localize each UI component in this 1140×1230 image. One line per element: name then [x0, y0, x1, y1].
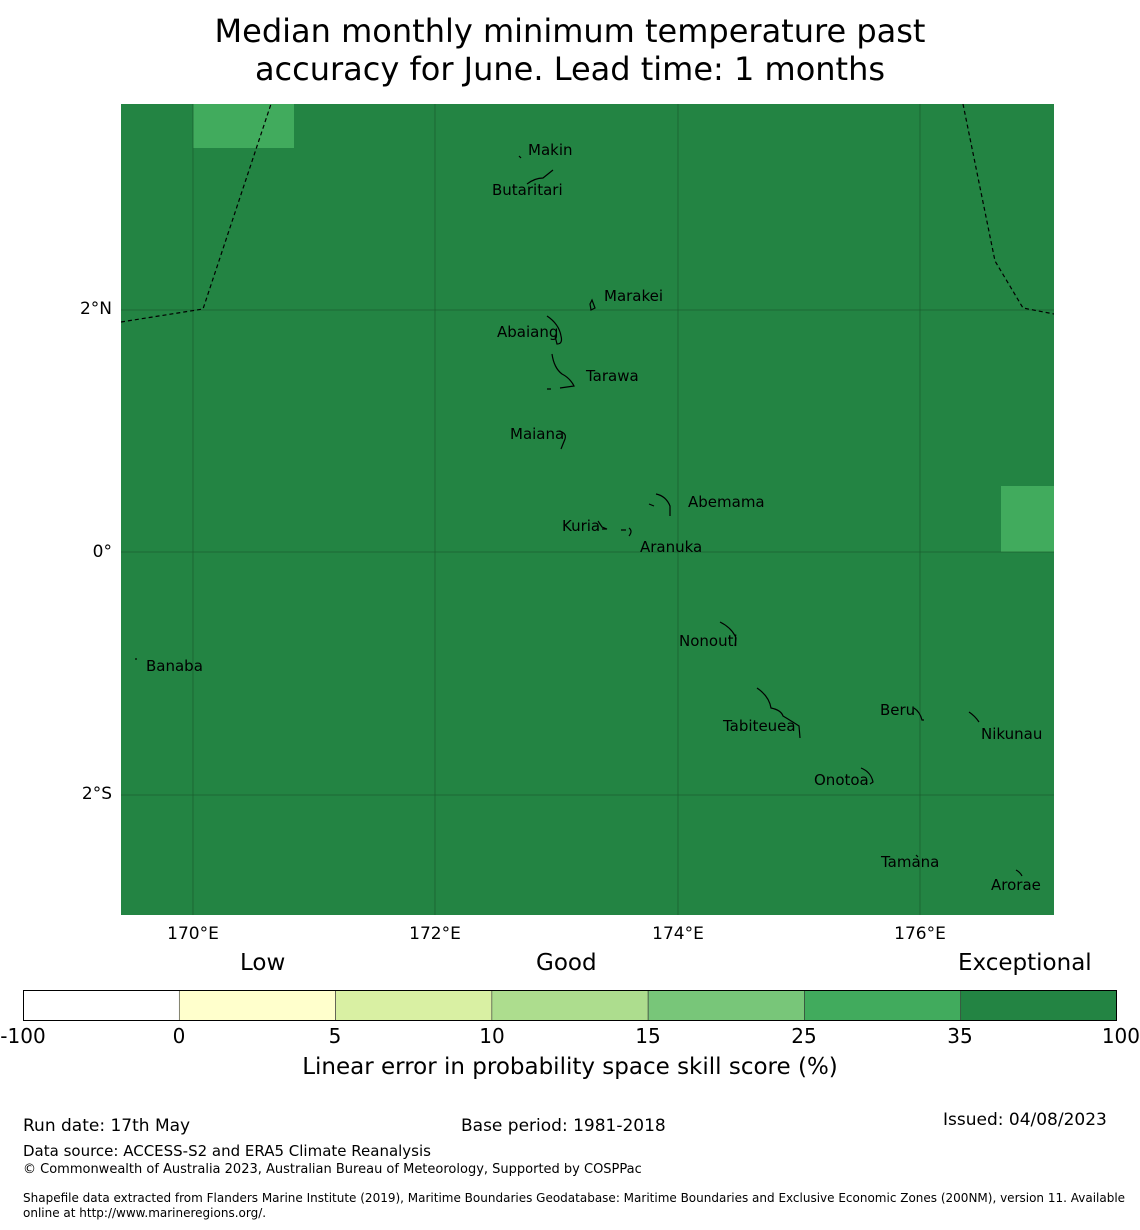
- lat-label-2n: 2°N: [79, 299, 112, 319]
- island-shape-marakei: [589, 298, 596, 311]
- shapefile-credit-line-1: Shapefile data extracted from Flanders M…: [23, 1191, 1126, 1205]
- island-shape-arorae: [1015, 869, 1023, 877]
- lon-label-174e: 174°E: [652, 924, 704, 944]
- lat-label-2s: 2°S: [81, 784, 112, 804]
- eez-boundary-east: [962, 104, 1054, 315]
- eez-boundary-west: [121, 104, 272, 323]
- colorbar-swatch-2: [335, 990, 493, 1021]
- island-label-maiana: Maiana: [510, 425, 564, 443]
- island-shape-nikunau: [968, 711, 980, 723]
- island-shape-tarawa: [547, 353, 575, 390]
- colorbar-tick-25: 25: [791, 1024, 817, 1048]
- colorbar-category-exceptional: Exceptional: [958, 950, 1092, 976]
- chart-title: Median monthly minimum temperature past …: [0, 12, 1140, 88]
- island-shape-makin: [518, 155, 522, 159]
- colorbar-tick-35: 35: [947, 1024, 973, 1048]
- island-shape-butaritari: [526, 169, 554, 185]
- island-label-abaiang: Abaiang: [497, 323, 558, 341]
- island-label-onotoa: Onotoa: [814, 771, 869, 789]
- island-label-abemama: Abemama: [688, 493, 765, 511]
- colorbar-category-good: Good: [536, 950, 597, 976]
- map-background: [121, 104, 1054, 915]
- island-label-nikunau: Nikunau: [981, 725, 1042, 743]
- copyright-notice: © Commonwealth of Australia 2023, Austra…: [23, 1162, 642, 1177]
- eez-boundaries: [121, 104, 1054, 323]
- island-label-arorae: Arorae: [991, 876, 1041, 894]
- colorbar-swatch-6: [960, 990, 1117, 1021]
- lon-label-176e: 176°E: [894, 924, 946, 944]
- skill-map: Makin Butaritari Marakei Abaiang Tarawa …: [121, 104, 1054, 915]
- island-label-butaritari: Butaritari: [492, 181, 563, 199]
- lat-label-0: 0°: [92, 542, 112, 562]
- colorbar-tick-5: 5: [328, 1024, 342, 1048]
- colorbar-tick-10: 10: [479, 1024, 505, 1048]
- shapefile-credit-line-2: online at http://www.marineregions.org/.: [23, 1206, 267, 1220]
- island-label-kuria: Kuria: [562, 517, 600, 535]
- colorbar: [23, 990, 1117, 1021]
- lon-label-172e: 172°E: [409, 924, 461, 944]
- island-label-tamana: Tamana: [880, 853, 939, 871]
- skill-patch-northwest: [193, 104, 294, 148]
- island-label-nonouti: Nonouti: [679, 632, 738, 650]
- island-shape-maiana: [558, 430, 566, 450]
- colorbar-swatch-0: [23, 990, 180, 1021]
- island-shape-tabiteuea: [756, 687, 801, 739]
- colorbar-tick-15: 15: [635, 1024, 661, 1048]
- island-shape-onotoa: [860, 767, 874, 785]
- colorbar-swatch-4: [647, 990, 805, 1021]
- island-label-banaba: Banaba: [146, 657, 203, 675]
- colorbar-swatch-3: [491, 990, 649, 1021]
- island-label-beru: Beru: [880, 701, 915, 719]
- colorbar-label: Linear error in probability space skill …: [302, 1054, 838, 1080]
- issued-date: Issued: 04/08/2023: [943, 1110, 1107, 1130]
- island-shape-beru: [913, 707, 924, 721]
- island-shape-abaiang: [546, 315, 563, 345]
- island-shape-aranuka: [621, 527, 632, 537]
- title-line-1: Median monthly minimum temperature past: [214, 12, 926, 50]
- island-label-tarawa: Tarawa: [585, 367, 639, 385]
- lon-label-170e: 170°E: [167, 924, 219, 944]
- colorbar-tick-100: 100: [1101, 1024, 1140, 1048]
- colorbar-tick-minus100: -100: [0, 1024, 46, 1048]
- island-shape-nonouti: [719, 621, 737, 647]
- island-outlines: [135, 155, 1023, 877]
- island-shape-abemama: [648, 493, 671, 516]
- colorbar-category-low: Low: [240, 950, 286, 976]
- skill-patch-east: [1001, 486, 1054, 552]
- island-label-aranuka: Aranuka: [640, 538, 702, 556]
- graticule: [121, 104, 1054, 915]
- data-source: Data source: ACCESS-S2 and ERA5 Climate …: [23, 1142, 431, 1160]
- colorbar-border: [23, 990, 1117, 1021]
- island-label-tabiteuea: Tabiteuea: [722, 717, 796, 735]
- colorbar-tick-0: 0: [172, 1024, 186, 1048]
- island-label-marakei: Marakei: [604, 287, 663, 305]
- island-labels: Makin Butaritari Marakei Abaiang Tarawa …: [146, 141, 1042, 894]
- title-line-2: accuracy for June. Lead time: 1 months: [254, 50, 886, 88]
- island-label-makin: Makin: [528, 141, 573, 159]
- island-shape-tamana: [915, 854, 919, 858]
- base-period: Base period: 1981-2018: [461, 1116, 666, 1136]
- colorbar-swatch-1: [178, 990, 336, 1021]
- island-shape-kuria: [597, 520, 608, 530]
- run-date: Run date: 17th May: [23, 1116, 191, 1136]
- colorbar-swatch-5: [804, 990, 962, 1021]
